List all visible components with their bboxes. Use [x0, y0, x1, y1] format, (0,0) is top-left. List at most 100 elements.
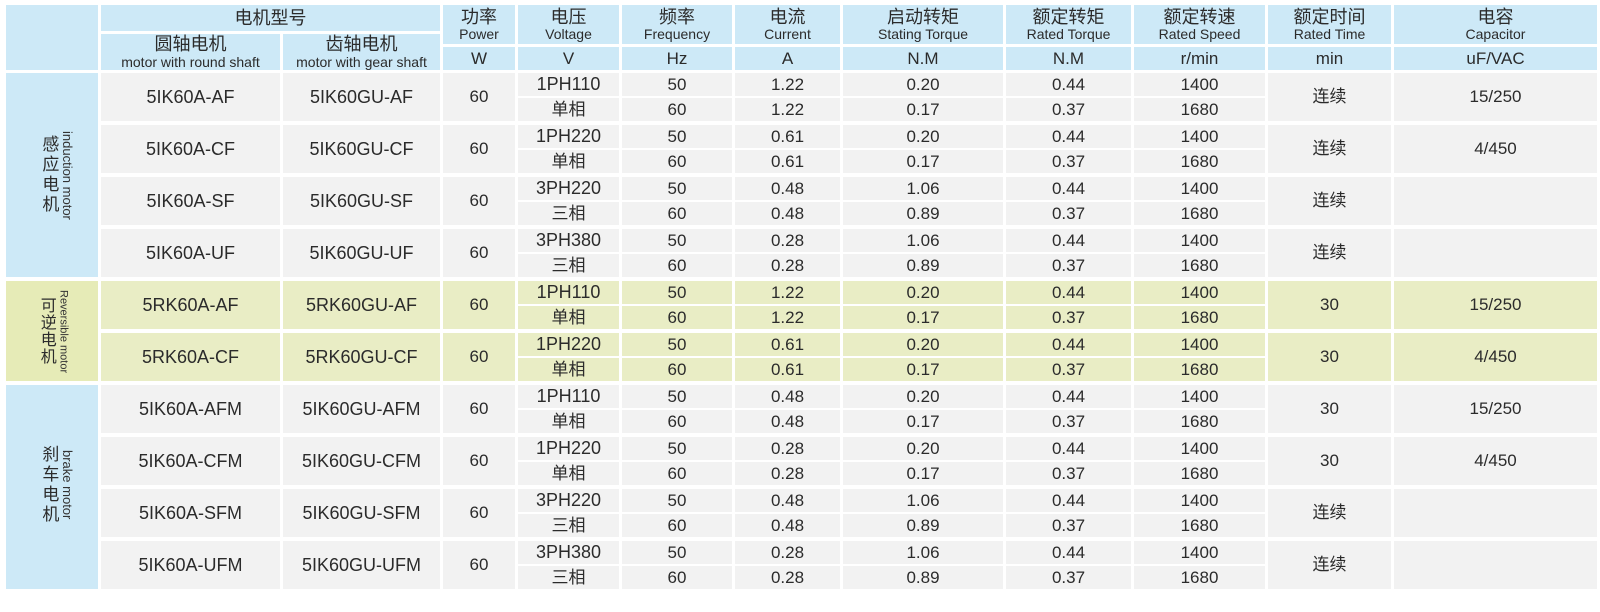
cell-current-60: 0.48: [732, 408, 843, 438]
header-rated-time: 额定时间 Rated Time: [1265, 1, 1394, 48]
cell-rated-speed-60: 1680: [1131, 148, 1268, 178]
group-label-wrap: 感应电机 induction motor: [8, 131, 97, 220]
cell-current-60: 0.61: [732, 356, 843, 386]
cell-rated-torque-50: 0.44: [1003, 433, 1134, 463]
cell-stating-torque-50: 1.06: [840, 173, 1006, 203]
cell-stating-torque-50: 0.20: [840, 121, 1006, 151]
cell-stating-torque-60: 0.89: [840, 564, 1006, 594]
spec-subrow: 单相 60 0.61 0.17 0.37 1680: [5, 356, 1599, 386]
cell-rated-torque-60: 0.37: [1003, 408, 1134, 438]
cell-rated-speed-60: 1680: [1131, 512, 1268, 542]
cell-rated-speed-60: 1680: [1131, 96, 1268, 126]
spec-row: 5IK60A-SF 5IK60GU-SF 60 3PH220 50 0.48 1.06 0.4…: [5, 173, 1600, 230]
cell-rated-time: 30: [1265, 329, 1394, 386]
cell-current-60: 0.48: [732, 512, 843, 542]
cell-round-shaft-model: 5IK60A-CF: [98, 121, 283, 178]
cell-rated-speed-50: 1400: [1131, 485, 1268, 515]
unit-power: W: [440, 44, 518, 74]
cell-rated-speed-50: 1400: [1131, 70, 1268, 99]
unit-stating-torque: N.M: [840, 44, 1006, 74]
cell-current-60: 0.28: [732, 564, 843, 594]
cell-rated-speed-50: 1400: [1131, 381, 1268, 411]
spec-subrow: 单相 60 1.22 0.17 0.37 1680: [5, 96, 1599, 126]
spec-table-body: 感应电机 induction motor 5IK60A-AF 5IK60GU-AF 60…: [3, 70, 1600, 594]
motor-spec-table: 电机型号 功率 Power 电压 Voltage 频率 Frequency 电流 Cur…: [3, 1, 1600, 594]
header-power: 功率 Power: [440, 1, 518, 48]
cell-rated-speed-60: 1680: [1131, 460, 1268, 490]
cell-stating-torque-50: 1.06: [840, 485, 1006, 515]
cell-stating-torque-50: 0.20: [840, 381, 1006, 411]
cell-rated-torque-50: 0.44: [1003, 121, 1134, 151]
cell-voltage: 1PH110: [515, 70, 622, 99]
cell-rated-speed-50: 1400: [1131, 329, 1268, 359]
spec-subrow: 单相 60 1.22 0.17 0.37 1680: [5, 304, 1599, 334]
cell-rated-torque-50: 0.44: [1003, 225, 1134, 255]
group-label-zh: 感应电机: [39, 135, 59, 216]
cell-frequency-60: 60: [619, 356, 735, 386]
cell-current-50: 0.48: [732, 485, 843, 515]
cell-voltage: 3PH220: [515, 485, 622, 515]
cell-current-50: 0.48: [732, 381, 843, 411]
cell-voltage: 1PH110: [515, 277, 622, 307]
cell-round-shaft-model: 5IK60A-UF: [98, 225, 283, 282]
group-label-wrap: 可逆电机 Reversible motor: [8, 290, 97, 373]
cell-frequency-50: 50: [619, 173, 735, 203]
cell-gear-shaft-model: 5IK60GU-SF: [280, 173, 443, 230]
cell-frequency-60: 60: [619, 304, 735, 334]
cell-gear-shaft-model: 5IK60GU-CFM: [280, 433, 443, 490]
unit-voltage: V: [515, 44, 622, 74]
unit-capacitor: uF/VAC: [1391, 44, 1600, 74]
cell-phase: 三相: [515, 564, 622, 594]
header-rated-torque: 额定转矩 Rated Torque: [1003, 1, 1134, 48]
cell-rated-torque-60: 0.37: [1003, 96, 1134, 126]
cell-frequency-50: 50: [619, 381, 735, 411]
cell-capacitor: 4/450: [1391, 433, 1600, 490]
group-label-brake: 刹车电机 brake motor: [3, 381, 101, 594]
cell-capacitor: [1391, 225, 1600, 282]
cell-voltage: 1PH220: [515, 329, 622, 359]
group-label-reversible: 可逆电机 Reversible motor: [3, 277, 101, 386]
cell-rated-torque-60: 0.37: [1003, 304, 1134, 334]
cell-capacitor: 15/250: [1391, 277, 1600, 334]
cell-stating-torque-60: 0.17: [840, 96, 1006, 126]
cell-rated-speed-50: 1400: [1131, 537, 1268, 567]
cell-stating-torque-50: 0.20: [840, 277, 1006, 307]
cell-rated-torque-60: 0.37: [1003, 564, 1134, 594]
cell-gear-shaft-model: 5IK60GU-UFM: [280, 537, 443, 594]
spec-row: 5IK60A-UFM 5IK60GU-UFM 60 3PH380 50 0.28 1.06 0…: [5, 537, 1600, 594]
header-round-shaft: 圆轴电机 motor with round shaft: [98, 30, 283, 74]
cell-current-50: 0.61: [732, 329, 843, 359]
cell-round-shaft-model: 5IK60A-SF: [98, 173, 283, 230]
cell-rated-speed-50: 1400: [1131, 277, 1268, 307]
cell-current-60: 0.28: [732, 252, 843, 282]
spec-row: 5IK60A-CF 5IK60GU-CF 60 1PH220 50 0.61 0.20 0.4…: [5, 121, 1600, 178]
cell-round-shaft-model: 5IK60A-UFM: [98, 537, 283, 594]
cell-stating-torque-60: 0.17: [840, 304, 1006, 334]
cell-power: 60: [440, 433, 518, 490]
cell-phase: 三相: [515, 252, 622, 282]
unit-frequency: Hz: [619, 44, 735, 74]
cell-rated-torque-60: 0.37: [1003, 460, 1134, 490]
cell-frequency-60: 60: [619, 252, 735, 282]
cell-frequency-50: 50: [619, 225, 735, 255]
cell-stating-torque-60: 0.89: [840, 512, 1006, 542]
cell-round-shaft-model: 5IK60A-SFM: [98, 485, 283, 542]
header-motor-model: 电机型号: [98, 2, 443, 34]
cell-capacitor: [1391, 537, 1600, 594]
cell-rated-torque-50: 0.44: [1003, 329, 1134, 359]
cell-rated-torque-60: 0.37: [1003, 200, 1134, 230]
cell-capacitor: 15/250: [1391, 381, 1600, 438]
cell-round-shaft-model: 5IK60A-CFM: [98, 433, 283, 490]
cell-power: 60: [440, 121, 518, 178]
cell-gear-shaft-model: 5RK60GU-AF: [280, 277, 443, 334]
spec-row: 5IK60A-CFM 5IK60GU-CFM 60 1PH220 50 0.28 0.20 0…: [5, 433, 1600, 490]
cell-voltage: 1PH220: [515, 121, 622, 151]
cell-rated-speed-60: 1680: [1131, 564, 1268, 594]
cell-current-60: 0.28: [732, 460, 843, 490]
cell-rated-time: 连续: [1265, 70, 1394, 126]
group-label-wrap: 刹车电机 brake motor: [8, 445, 97, 525]
cell-rated-torque-50: 0.44: [1003, 485, 1134, 515]
cell-rated-speed-60: 1680: [1131, 408, 1268, 438]
cell-stating-torque-50: 0.20: [840, 433, 1006, 463]
cell-power: 60: [440, 70, 518, 126]
